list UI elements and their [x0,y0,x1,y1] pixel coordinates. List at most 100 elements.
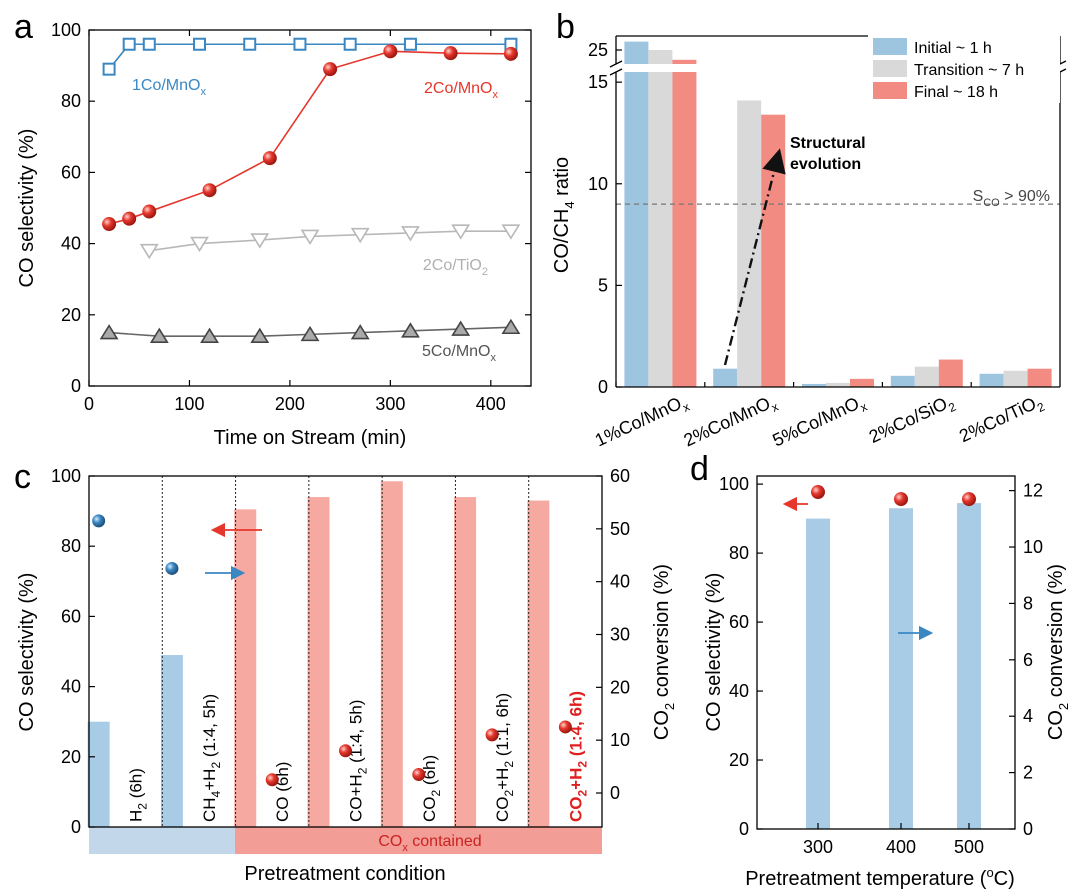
y-tick-label: 12 [1023,481,1043,501]
square-marker [193,37,206,51]
y-tick-label: 10 [610,730,630,750]
y-tick-label: 80 [61,91,81,111]
triangle-marker [200,327,219,343]
legend-label: Initial ~ 1 h [914,40,992,57]
x-tick-label: 300 [803,837,833,857]
triangle-marker [149,327,169,343]
bar [889,508,913,829]
bar [737,100,762,388]
category-label: CO2 (6h) [420,755,443,822]
x-tick-label: 0 [84,394,94,414]
band-cox [235,827,602,854]
panel-b: b SCO > 90% 0 5 10 15 25 1%Co/MnOx2%Co/MnOx5%… [551,8,1067,454]
y-tick-label: 100 [719,474,749,494]
ball-marker [122,211,137,226]
conversion-point [339,744,352,758]
y-tick-label: 40 [61,234,81,254]
y-tick-label: 5 [598,275,608,295]
triangle-marker [401,226,420,242]
bar [527,500,550,827]
annotation-label: Structural [790,135,866,152]
panel-c: c COx contained 0 20 40 60 80 100 0 10 20 30 40 50 6… [14,458,677,885]
conversion-point [92,514,106,528]
x-tick-label: 200 [275,394,305,414]
category-label: 2%Co/SiO2 [866,390,959,450]
ball-marker [262,151,277,166]
square-marker [102,62,116,76]
triangle-marker [250,327,270,343]
bar [826,382,850,387]
bar [713,368,738,387]
panel-d-xlabel: Pretreatment temperature (oC) [745,865,1015,890]
panel-a-ylabel: CO selectivity (%) [16,129,38,288]
y-tick-label: 20 [729,750,749,770]
y-tick-label: 50 [610,519,630,539]
panel-c-ylabel-right: CO2 conversion (%) [651,564,677,740]
ball-marker [383,44,398,59]
y-tick-label: 40 [610,572,630,592]
ball-marker [443,46,458,61]
square-marker [293,37,307,51]
bar [648,50,673,64]
triangle-marker [501,224,521,240]
y-tick-label: 0 [598,377,608,397]
plot-frame [756,475,1016,830]
bar [802,383,826,387]
panel-c-xlabel: Pretreatment condition [244,863,445,885]
y-tick-label: 25 [588,40,608,60]
panel-c-ylabel-left: CO selectivity (%) [16,573,38,732]
bar [380,481,403,827]
square-marker [122,37,136,51]
series-label: 5Co/MnOx [422,343,496,364]
x-tick-label: 400 [886,837,916,857]
x-tick-label: 100 [174,394,204,414]
y-tick-label: 60 [61,162,81,182]
legend-swatch [873,60,907,77]
category-label: CO2+H2 (1:1, 6h) [493,693,516,822]
category-label: 5%Co/MnOx [769,390,869,454]
bar [938,359,963,387]
bar [624,72,649,387]
y-tick-label: 0 [1023,819,1033,839]
series-label: 2Co/TiO2 [423,257,488,278]
y-tick-label: 40 [729,681,749,701]
legend-label: Transition ~ 7 h [914,62,1024,79]
legend-label: Final ~ 18 h [914,84,998,101]
legend-swatch [873,38,907,55]
panel-c-letter: c [14,458,31,496]
bar [234,509,257,827]
bar [672,59,697,64]
legend-swatch [873,82,907,99]
triangle-marker [501,318,521,335]
y-tick-label: 100 [51,466,81,486]
bar [914,366,939,387]
annotation-label: evolution [790,156,861,173]
y-tick-label: 0 [610,783,620,803]
x-tick-label: 300 [375,394,405,414]
square-marker [243,37,257,51]
bar [454,497,477,827]
bar [307,497,330,827]
y-tick-label: 0 [71,376,81,396]
square-marker [142,37,156,51]
conversion-point [412,768,426,782]
bar [87,721,110,827]
panel-d-ylabel-left: CO selectivity (%) [703,573,725,732]
conversion-point [485,728,499,742]
ball-marker [323,62,338,77]
category-label: CO2+H2 (1:4, 6h) [566,691,589,822]
triangle-marker [250,233,270,249]
conversion-point [894,492,908,507]
structural-evolution-arrow [723,148,786,366]
y-tick-label: 20 [610,677,630,697]
bar [624,41,649,64]
y-tick-label: 15 [588,72,608,92]
panel-b-ylabel: CO/CH4 ratio [551,157,577,273]
bar [761,114,786,387]
y-tick-label: 30 [610,625,630,645]
y-tick-label: 4 [1023,706,1033,726]
x-tick-label: 400 [476,394,506,414]
bar [672,72,697,387]
triangle-marker [401,322,420,338]
